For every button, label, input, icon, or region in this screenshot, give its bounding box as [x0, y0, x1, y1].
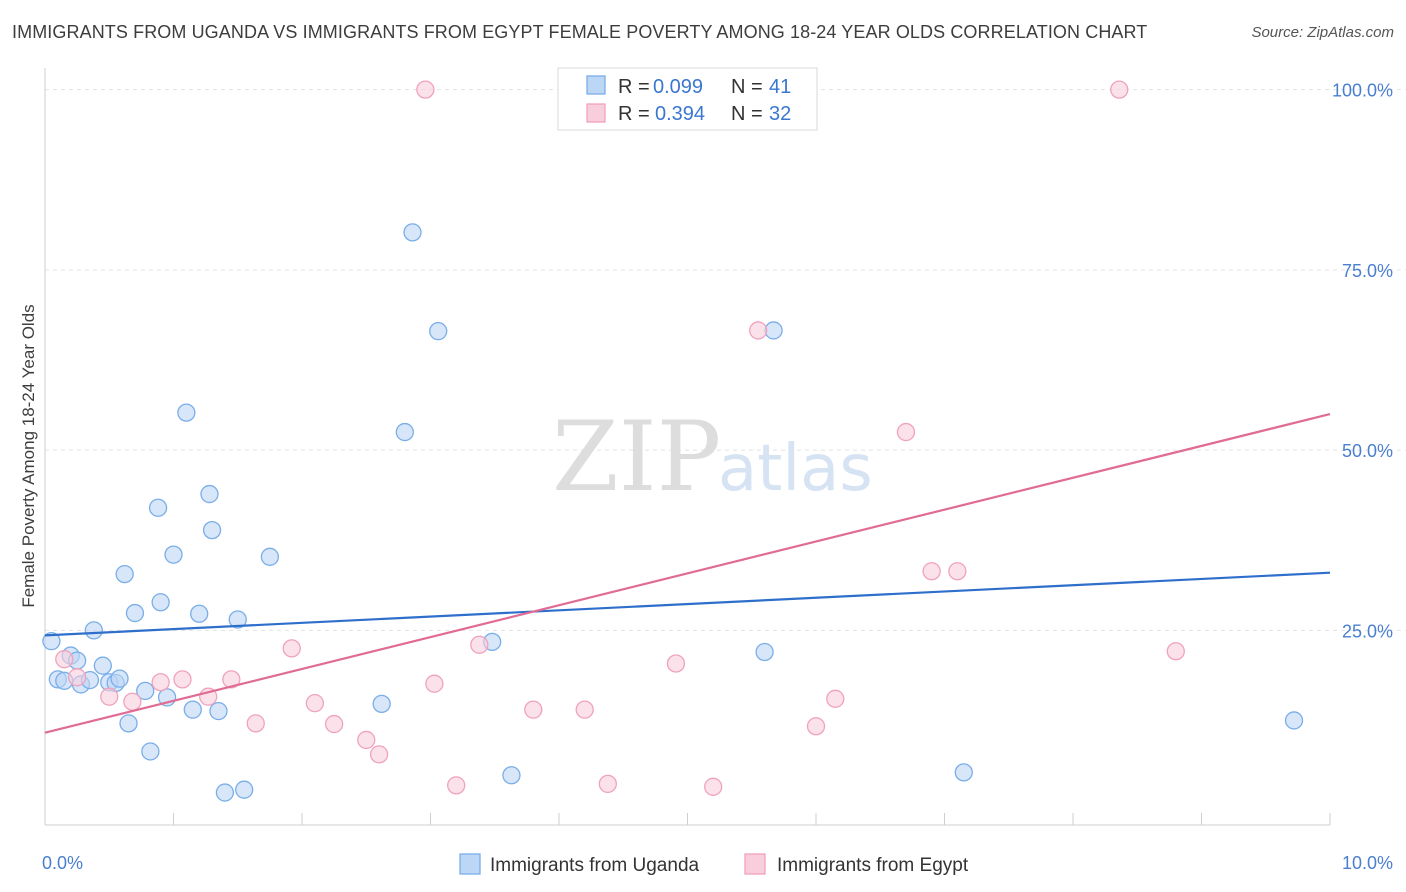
egypt-point	[55, 650, 74, 669]
egypt-point	[324, 714, 344, 734]
uganda-point	[110, 669, 129, 688]
uganda-point	[215, 783, 235, 802]
source-credit: Source: ZipAtlas.com	[1251, 24, 1394, 41]
uganda-point	[954, 763, 973, 782]
data-points	[42, 80, 1304, 802]
axes	[44, 68, 1331, 826]
egypt-point	[369, 745, 389, 764]
uganda-point	[190, 604, 209, 623]
uganda-point	[764, 321, 783, 340]
egypt-point	[598, 774, 617, 794]
egypt-point	[123, 692, 142, 711]
egypt-point	[1166, 642, 1185, 661]
egypt-point	[704, 777, 723, 796]
uganda-point	[403, 223, 422, 242]
egypt-point	[416, 80, 435, 99]
uganda-point	[260, 547, 280, 566]
egypt-point	[151, 673, 170, 692]
uganda-trend-line	[44, 571, 1331, 637]
egypt-point	[896, 422, 916, 442]
uganda-point	[429, 321, 448, 341]
uganda-point	[84, 621, 103, 640]
y-axis-label: Female Poverty Among 18-24 Year Olds	[19, 304, 38, 607]
uganda-point	[125, 603, 145, 623]
egypt-point	[67, 668, 87, 687]
uganda-point	[136, 681, 155, 701]
uganda-point	[42, 632, 61, 651]
uganda-point	[202, 520, 222, 540]
y-tick-label: 25.0%	[1342, 621, 1393, 641]
x-tick-label: 10.0%	[1342, 853, 1393, 873]
watermark: ZIP atlas	[552, 401, 873, 513]
tick-labels: 25.0% 50.0% 75.0% 100.0% 0.0% 10.0%	[42, 81, 1393, 873]
egypt-point	[447, 776, 466, 795]
egypt-point	[806, 717, 826, 736]
x-tick-label: 0.0%	[42, 853, 83, 873]
egypt-point	[826, 689, 845, 708]
egypt-point	[749, 321, 768, 340]
y-tick-label: 50.0%	[1342, 441, 1393, 461]
bottom-legend-swatch-uganda	[459, 853, 481, 875]
bottom-legend-label-egypt: Immigrants from Egypt	[777, 855, 969, 876]
uganda-point	[177, 403, 196, 422]
uganda-point	[93, 656, 112, 675]
egypt-point	[222, 670, 241, 689]
egypt-point	[524, 700, 543, 719]
egypt-trend-line	[44, 412, 1331, 734]
egypt-point	[922, 562, 941, 581]
egypt-point	[246, 714, 265, 733]
y-tick-label: 75.0%	[1342, 261, 1393, 281]
legend-r-label-uganda: R =	[618, 76, 650, 98]
uganda-point	[164, 545, 183, 564]
watermark-atlas: atlas	[718, 432, 873, 506]
egypt-point	[1110, 80, 1129, 99]
uganda-point	[151, 593, 170, 612]
egypt-point	[948, 562, 967, 581]
legend-n-value-egypt: 32	[769, 103, 791, 125]
legend-swatch-egypt	[586, 103, 606, 123]
legend-r-label-egypt: R =	[618, 103, 650, 125]
uganda-point	[209, 701, 228, 721]
series-legend: Immigrants from Uganda Immigrants from E…	[459, 853, 969, 876]
chart-title: IMMIGRANTS FROM UGANDA VS IMMIGRANTS FRO…	[12, 22, 1148, 42]
legend-r-value-uganda: 0.099	[653, 76, 703, 98]
uganda-point	[235, 780, 254, 799]
uganda-point	[148, 498, 168, 517]
uganda-point	[141, 742, 160, 761]
uganda-point	[1284, 711, 1304, 730]
uganda-point	[200, 484, 219, 504]
egypt-point	[357, 730, 376, 750]
uganda-point	[755, 642, 774, 662]
watermark-zip: ZIP	[552, 401, 721, 513]
uganda-point	[502, 766, 521, 785]
egypt-point	[282, 639, 301, 658]
egypt-point	[575, 700, 594, 719]
legend-r-value-egypt: 0.394	[655, 103, 705, 125]
bottom-legend-swatch-egypt	[744, 853, 766, 875]
egypt-point	[173, 670, 192, 689]
legend-n-label-uganda: N =	[731, 76, 763, 98]
uganda-point	[372, 694, 391, 714]
egypt-point	[470, 635, 489, 654]
egypt-point	[666, 654, 686, 673]
egypt-point	[425, 674, 444, 693]
stats-legend: R = 0.099 N = 41 R = 0.394 N = 32	[557, 67, 818, 131]
gridlines	[45, 89, 1406, 631]
legend-n-value-uganda: 41	[769, 76, 791, 98]
legend-swatch-uganda	[586, 75, 606, 95]
uganda-point	[183, 700, 202, 719]
trend-lines	[44, 412, 1331, 734]
legend-n-label-egypt: N =	[731, 103, 763, 125]
y-tick-label: 100.0%	[1332, 81, 1393, 101]
egypt-point	[100, 687, 119, 706]
egypt-point	[305, 694, 325, 713]
bottom-legend-label-uganda: Immigrants from Uganda	[490, 855, 700, 876]
uganda-point	[115, 564, 134, 584]
uganda-point	[228, 610, 247, 629]
uganda-point	[119, 714, 138, 733]
uganda-point	[395, 422, 414, 442]
